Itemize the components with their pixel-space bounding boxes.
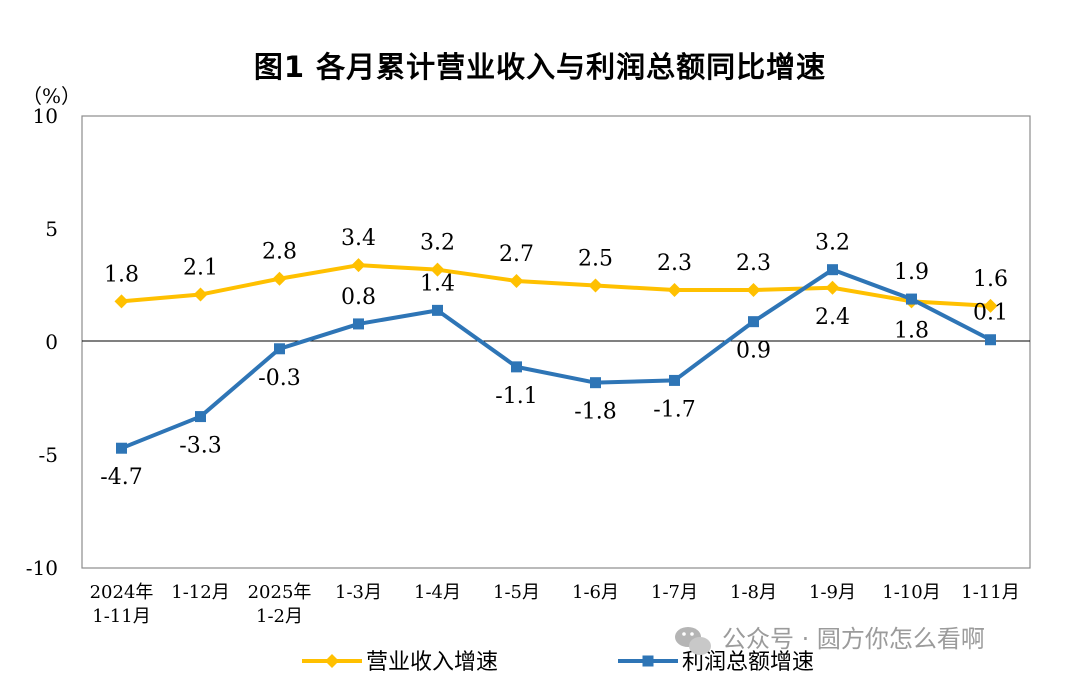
data-point-diamond [430, 262, 445, 277]
x-tick-label: 1-2月 [256, 606, 303, 627]
data-label: 1.8 [104, 262, 139, 287]
data-label: 2.4 [815, 305, 850, 330]
x-tick-label: 1-9月 [809, 582, 856, 603]
x-tick-label: 1-5月 [493, 582, 540, 603]
data-label: 0.1 [973, 301, 1008, 326]
data-point-diamond [746, 283, 761, 298]
data-label: -1.7 [653, 397, 695, 422]
data-point-diamond [272, 271, 287, 286]
y-tick-label: 0 [45, 330, 58, 354]
legend-marker-square [642, 655, 654, 667]
y-tick-label: 5 [45, 217, 58, 241]
data-label: 1.8 [894, 318, 929, 343]
x-tick-label: 1-8月 [730, 582, 777, 603]
data-labels: 1.8 2.1 2.8 3.4 3.2 2.7 2.5 2.3 2.3 2.4 1.8 1.6 -4.7… [100, 226, 1008, 490]
legend: 营业收入增速 利润总额增速 [302, 650, 814, 675]
data-label: 2.3 [736, 251, 771, 276]
data-label: -4.7 [100, 465, 142, 490]
data-label: 2.1 [183, 256, 218, 281]
data-label: 2.8 [262, 240, 297, 265]
watermark: 公众号 · 圆方你怎么看啊 [675, 625, 985, 655]
data-label: 2.7 [499, 242, 534, 267]
data-label: 1.4 [420, 271, 455, 296]
data-point-diamond [588, 278, 603, 293]
wechat-icon [675, 627, 711, 655]
data-point-diamond [351, 258, 366, 273]
y-axis-ticks: 10 5 0 -5 -10 [26, 104, 58, 580]
chart-title: 图1 各月累计营业收入与利润总额同比增速 [253, 50, 827, 84]
data-label: 3.2 [815, 231, 850, 256]
data-point-square [748, 316, 759, 328]
series-layer [114, 258, 998, 454]
data-point-diamond [114, 294, 129, 309]
data-label: -3.3 [179, 434, 221, 459]
x-tick-label: 1-11月 [92, 606, 150, 627]
x-axis-ticks: 2024年 1-11月 1-12月 2025年 1-2月 1-3月 1-4月 1-5月 1-6月… [90, 582, 1020, 627]
data-point-square [590, 377, 601, 389]
plot-area-frame [81, 115, 1031, 569]
data-label: 2.3 [657, 251, 692, 276]
data-point-square [116, 442, 127, 454]
y-tick-label: -10 [26, 556, 58, 580]
legend-marker-diamond [325, 654, 339, 668]
series-line [121, 263, 991, 308]
data-label: -1.8 [574, 400, 616, 425]
watermark-text: 公众号 · 圆方你怎么看啊 [722, 625, 985, 653]
x-tick-label: 1-10月 [882, 582, 940, 603]
data-point-diamond [509, 273, 524, 288]
data-point-diamond [983, 298, 998, 313]
data-label: 2.5 [578, 247, 613, 272]
series-line [120, 267, 992, 451]
x-tick-label: 1-6月 [572, 582, 619, 603]
x-tick-label: 2025年 [248, 582, 312, 603]
x-tick-label: 1-3月 [335, 582, 382, 603]
data-label: -0.3 [258, 366, 300, 391]
data-point-square [432, 304, 443, 316]
data-point-square [195, 411, 206, 423]
data-label: -1.1 [495, 384, 537, 409]
data-point-square [827, 264, 838, 276]
x-tick-label: 2024年 [90, 582, 154, 603]
data-point-square [985, 334, 996, 346]
data-point-square [669, 374, 680, 386]
data-label: 0.9 [736, 339, 771, 364]
data-point-square [511, 361, 522, 373]
y-unit-label: （%） [22, 84, 81, 108]
x-tick-label: 1-7月 [651, 582, 698, 603]
data-label: 0.8 [341, 285, 376, 310]
y-tick-label: -5 [39, 443, 58, 467]
data-label: 1.6 [973, 267, 1008, 292]
x-tick-label: 1-12月 [171, 582, 229, 603]
x-tick-label: 1-4月 [414, 582, 461, 603]
x-tick-label: 1-11月 [961, 582, 1019, 603]
data-point-square [906, 293, 917, 305]
data-point-diamond [667, 283, 682, 298]
data-point-diamond [193, 287, 208, 302]
legend-label: 营业收入增速 [366, 650, 498, 675]
data-point-square [274, 343, 285, 355]
data-label: 1.9 [894, 260, 929, 285]
data-point-square [353, 318, 364, 330]
data-label: 3.2 [420, 231, 455, 256]
data-point-diamond [825, 280, 840, 295]
y-tick-label: 10 [33, 104, 58, 128]
data-label: 3.4 [341, 226, 376, 251]
